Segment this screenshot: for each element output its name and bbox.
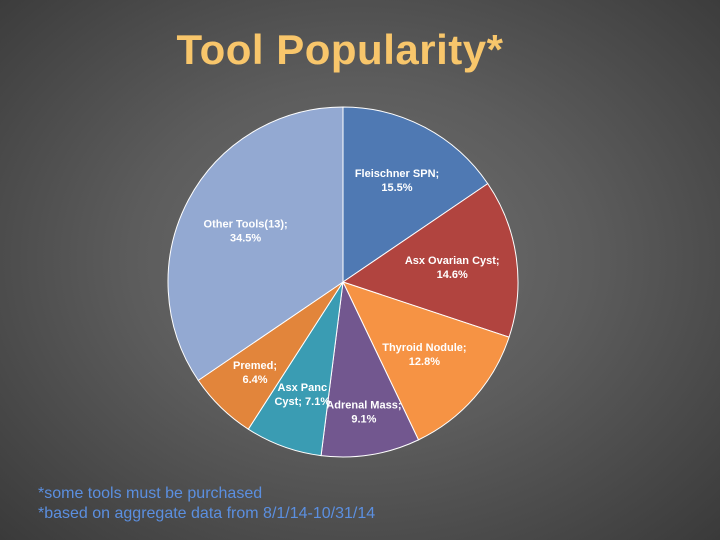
slice-fleischner-spn bbox=[342, 106, 489, 283]
label-line: 6.4% bbox=[242, 374, 267, 386]
label-line: Adrenal Mass; bbox=[326, 400, 401, 412]
label-other-tools-13: Other Tools(13); 34.5% bbox=[204, 218, 288, 244]
label-asx-panc-cyst: Asx Panc Cyst; 7.1% bbox=[274, 382, 330, 408]
label-line: 12.8% bbox=[409, 356, 440, 368]
slice-other-tools-13 bbox=[167, 106, 344, 382]
label-line: Thyroid Nodule; bbox=[382, 342, 466, 354]
chart-title: Tool Popularity* bbox=[176, 26, 504, 73]
footnote-purchase: *some tools must be purchased bbox=[38, 485, 263, 502]
label-line: Premed; bbox=[233, 360, 277, 372]
slice-asx-ovarian-cyst bbox=[341, 182, 519, 338]
footnotes: *some tools must be purchased *based on … bbox=[38, 484, 375, 524]
label-asx-ovarian-cyst: Asx Ovarian Cyst; 14.6% bbox=[405, 255, 500, 281]
label-line: Fleischner SPN; bbox=[355, 168, 439, 180]
slice-adrenal-mass bbox=[320, 280, 420, 458]
label-line: Asx Ovarian Cyst; bbox=[405, 255, 500, 267]
label-adrenal-mass: Adrenal Mass; 9.1% bbox=[326, 400, 401, 426]
label-line: Cyst; 7.1% bbox=[274, 396, 330, 408]
label-fleischner-spn: Fleischner SPN; 15.5% bbox=[355, 168, 439, 194]
label-line: 9.1% bbox=[351, 414, 376, 426]
label-premed: Premed; 6.4% bbox=[233, 360, 277, 386]
label-line: Asx Panc bbox=[278, 382, 328, 394]
label-line: 15.5% bbox=[381, 182, 412, 194]
footnote-data-range: *based on aggregate data from 8/1/14-10/… bbox=[38, 505, 376, 522]
label-thyroid-nodule: Thyroid Nodule; 12.8% bbox=[382, 342, 466, 368]
label-line: 14.6% bbox=[437, 269, 468, 281]
label-line: Other Tools(13); bbox=[204, 218, 288, 230]
pie-labels: Fleischner SPN; 15.5% Asx Ovarian Cyst; 14.… bbox=[204, 168, 500, 426]
label-line: 34.5% bbox=[230, 232, 261, 244]
pie-slices bbox=[167, 106, 519, 458]
slice-thyroid-nodule bbox=[342, 281, 510, 441]
